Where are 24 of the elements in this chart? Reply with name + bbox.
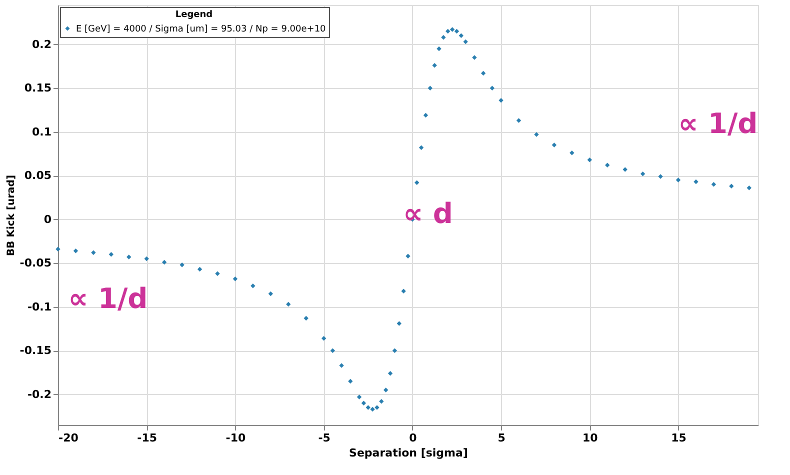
x-tick-label: 0 [409, 432, 418, 444]
y-tick-label: 0.15 [24, 82, 52, 95]
legend-title: Legend [175, 10, 213, 20]
legend-label: E [GeV] = 4000 / Sigma [um] = 95.03 / Np = 9.00e+10 [76, 24, 326, 34]
annotation: ∝ d [403, 197, 453, 230]
y-tick-label: 0.2 [32, 38, 52, 51]
x-tick-label: -20 [58, 432, 79, 444]
x-tick-label: 15 [671, 432, 686, 444]
y-axis-title: BB Kick [urad] [6, 174, 17, 256]
y-tick-label: 0 [44, 212, 52, 226]
x-tick-label: -15 [137, 432, 158, 444]
y-tick-label: -0.2 [27, 388, 52, 401]
x-tick-label: 5 [498, 432, 506, 444]
y-tick-label: 0.1 [32, 125, 52, 138]
y-tick-label: 0.05 [24, 169, 52, 182]
y-tick-label: -0.15 [20, 344, 52, 358]
x-tick-label: -10 [226, 432, 246, 444]
x-tick-label: -5 [318, 432, 330, 444]
annotation: ∝ 1/d [678, 107, 758, 140]
y-tick-label: -0.05 [20, 256, 52, 270]
annotation: ∝ 1/d [68, 282, 148, 315]
x-axis-title: Separation [sigma] [349, 446, 468, 460]
y-tick-label: -0.1 [27, 300, 52, 314]
x-tick-label: 10 [582, 432, 598, 444]
